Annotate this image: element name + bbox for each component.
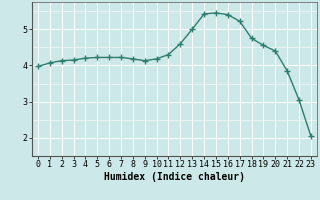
X-axis label: Humidex (Indice chaleur): Humidex (Indice chaleur) (104, 172, 245, 182)
